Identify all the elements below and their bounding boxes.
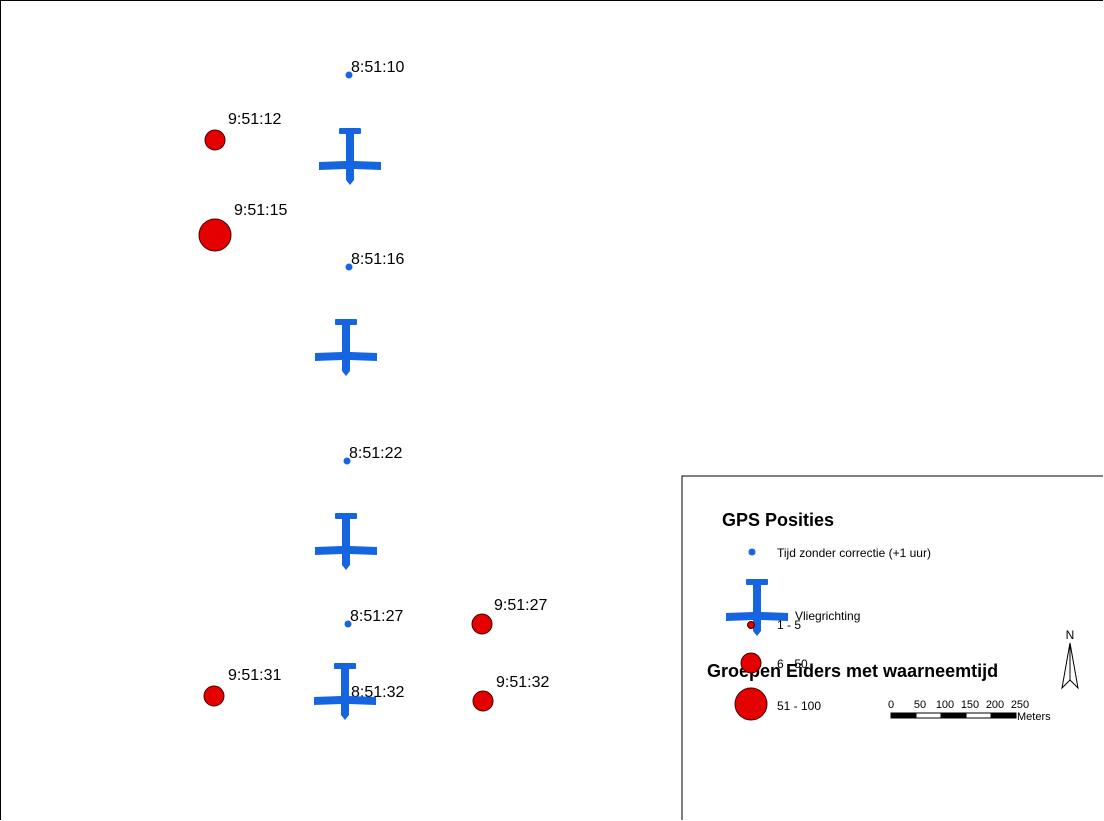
gps-point-dot-icon xyxy=(343,457,351,465)
legend-class-medium-icon xyxy=(740,652,762,674)
legend-plane-item: Vliegrichting xyxy=(795,609,860,623)
eider-group-marker-icon xyxy=(471,613,493,635)
eider-time-label: 9:51:32 xyxy=(496,674,549,691)
scale-unit-label: Meters xyxy=(1017,711,1051,723)
legend-box xyxy=(681,475,1103,820)
eider-time-label: 9:51:15 xyxy=(234,202,287,219)
scale-tick-label: 0 xyxy=(888,699,894,711)
north-arrow-icon: N xyxy=(1061,628,1079,690)
legend-class-large: 51 - 100 xyxy=(777,699,821,713)
eider-group-marker-icon xyxy=(204,129,226,151)
gps-point-dot-icon xyxy=(345,263,353,271)
eider-group-marker-icon xyxy=(472,690,494,712)
scale-segment xyxy=(915,712,942,719)
plane-icon xyxy=(315,319,377,376)
eider-time-label: 9:51:12 xyxy=(228,111,281,128)
map-layer: 8:51:108:51:168:51:228:51:278:51:329:51:… xyxy=(198,59,549,720)
gps-time-label: 8:51:16 xyxy=(351,251,404,268)
plane-icon xyxy=(319,128,381,185)
plane-icon xyxy=(315,513,377,570)
legend-gps-title: GPS Posities xyxy=(722,510,834,530)
scale-tick-label: 150 xyxy=(961,699,979,711)
legend-class-small-icon xyxy=(747,621,755,629)
scale-tick-label: 100 xyxy=(936,699,954,711)
gps-point-dot-icon xyxy=(344,620,352,628)
gps-time-label: 8:51:10 xyxy=(351,59,404,76)
scale-segment xyxy=(990,712,1017,719)
scale-tick-label: 200 xyxy=(986,699,1004,711)
eider-group-marker-icon xyxy=(198,218,232,252)
eider-time-label: 9:51:31 xyxy=(228,667,281,684)
legend-groups-title: Groepen Eiders met waarneemtijd xyxy=(707,661,998,681)
legend: GPS Posities Tijd zonder correctie (+1 u… xyxy=(681,475,1103,820)
scale-segment xyxy=(940,712,967,719)
north-label: N xyxy=(1066,628,1075,642)
legend-gps-dot-icon xyxy=(748,548,756,556)
legend-class-small: 1 - 5 xyxy=(777,618,801,632)
legend-gps-item: Tijd zonder correctie (+1 uur) xyxy=(777,546,931,560)
eider-group-marker-icon xyxy=(203,685,225,707)
gps-point-dot-icon xyxy=(345,71,353,79)
eider-time-label: 9:51:27 xyxy=(494,597,547,614)
scale-segment xyxy=(965,712,992,719)
gps-time-label: 8:51:22 xyxy=(349,445,402,462)
gps-time-label: 8:51:27 xyxy=(350,608,403,625)
scale-tick-label: 250 xyxy=(1011,699,1029,711)
legend-class-medium: 6 - 50 xyxy=(777,657,808,671)
legend-class-large-icon xyxy=(734,687,768,721)
scale-segment xyxy=(890,712,917,719)
scale-tick-label: 50 xyxy=(914,699,926,711)
